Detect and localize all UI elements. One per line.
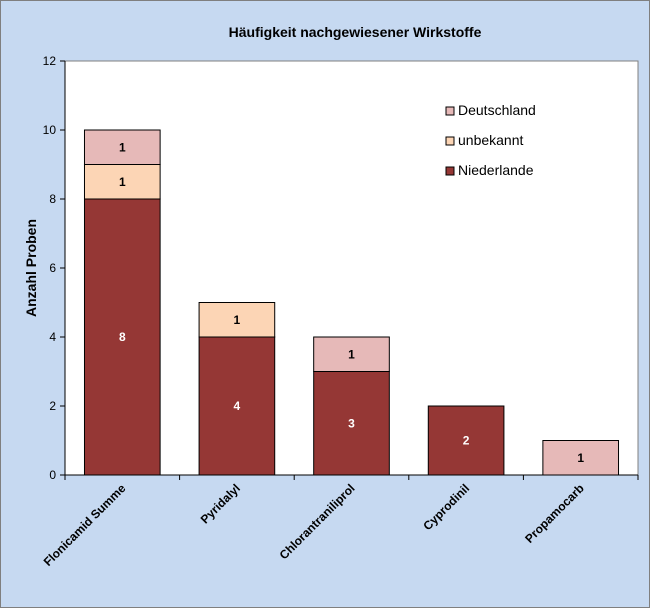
- legend-swatch-niederlande: [445, 166, 455, 176]
- chart-title: Häufigkeit nachgewiesener Wirkstoffe: [229, 24, 482, 40]
- y-tick-label: 10: [43, 123, 57, 137]
- y-tick-label: 6: [49, 261, 56, 275]
- x-tick-label-pyridalyl: Pyridalyl: [198, 481, 243, 526]
- y-tick-label: 4: [49, 330, 56, 344]
- bar-cyprodinil-niederlande: [427, 405, 505, 476]
- x-tick-label-flonicamid-summe: Flonicamid Summe: [41, 481, 129, 569]
- y-tick-label: 2: [49, 399, 56, 413]
- bar-chlorantraniliprol-niederlande: [313, 371, 390, 476]
- data-label-chlorantraniliprol-niederlande: 3: [348, 416, 355, 430]
- y-axis-label: Anzahl Proben: [23, 219, 39, 317]
- legend-swatch-unbekannt: [445, 136, 455, 146]
- bar-chlorantraniliprol-deutschland: [313, 336, 390, 372]
- data-label-chlorantraniliprol-deutschland: 1: [348, 347, 355, 361]
- legend-label-unbekannt: unbekannt: [458, 132, 524, 148]
- y-tick-label: 8: [49, 192, 56, 206]
- legend: Deutschland unbekannt Niederlande: [445, 102, 536, 178]
- bar-flonicamid-summe-deutschland: [83, 129, 161, 165]
- bar-flonicamid-summe-unbekannt: [83, 164, 161, 200]
- legend-label-deutschland: Deutschland: [458, 102, 536, 118]
- legend-swatch-deutschland: [445, 106, 455, 116]
- data-label-propamocarb-deutschland: 1: [577, 451, 584, 465]
- data-label-flonicamid-summe-niederlande: 8: [119, 330, 126, 344]
- bar-propamocarb-deutschland: [542, 440, 620, 476]
- y-tick-label: 0: [49, 468, 56, 482]
- bar-pyridalyl-niederlande: [198, 336, 276, 476]
- x-tick-label-chlorantraniliprol: Chlorantraniliprol: [277, 481, 358, 562]
- bar-pyridalyl-unbekannt: [198, 302, 276, 338]
- data-label-flonicamid-summe-deutschland: 1: [119, 140, 126, 154]
- data-label-cyprodinil-niederlande: 2: [463, 434, 470, 448]
- data-label-flonicamid-summe-unbekannt: 1: [119, 175, 126, 189]
- legend-label-niederlande: Niederlande: [458, 162, 534, 178]
- x-tick-label-cyprodinil: Cyprodinil: [420, 481, 472, 533]
- data-label-pyridalyl-niederlande: 4: [234, 399, 241, 413]
- y-tick-label: 12: [43, 54, 57, 68]
- x-tick-label-propamocarb: Propamocarb: [522, 481, 587, 546]
- data-label-pyridalyl-unbekannt: 1: [234, 313, 241, 327]
